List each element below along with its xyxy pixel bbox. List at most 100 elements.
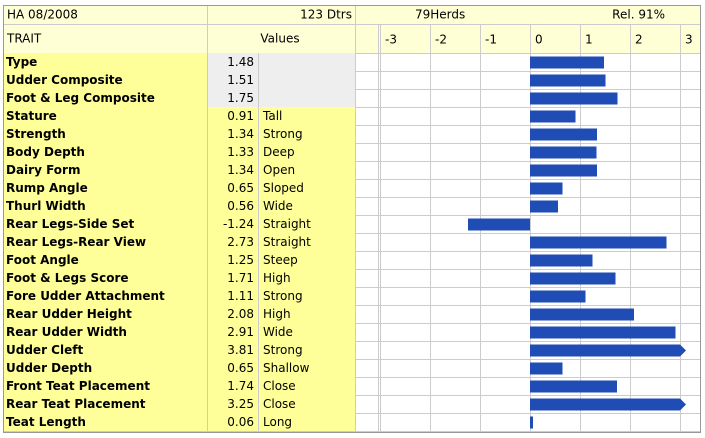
bar (530, 308, 634, 321)
reliability: Rel. 91% (612, 8, 665, 22)
trait-label: Dairy Form (6, 163, 80, 177)
trait-cell (4, 161, 207, 179)
value-cell (207, 53, 258, 71)
value-header: Values (260, 32, 299, 46)
value-label: 1.33 (227, 145, 254, 159)
bar (530, 254, 593, 267)
bar (530, 56, 604, 69)
trait-cell (4, 89, 207, 107)
trait-cell (4, 125, 207, 143)
trait-label: Thurl Width (6, 199, 86, 213)
descriptor-cell (258, 71, 355, 89)
value-label: 1.51 (227, 73, 254, 87)
descriptor-cell (258, 89, 355, 107)
trait-label: Foot & Leg Composite (6, 91, 155, 105)
descriptor-label: Sloped (263, 181, 304, 195)
value-label: 1.48 (227, 55, 254, 69)
value-label: 1.75 (227, 91, 254, 105)
descriptor-cell (258, 341, 355, 359)
descriptor-label: Long (263, 415, 292, 429)
trait-cell (4, 179, 207, 197)
value-label: 1.74 (227, 379, 254, 393)
trait-cell (4, 215, 207, 233)
herds: 79Herds (415, 8, 465, 22)
value-label: 3.81 (227, 343, 254, 357)
trait-label: Teat Length (6, 415, 86, 429)
x-tick-label: -3 (385, 33, 397, 47)
trait-cell (4, 341, 207, 359)
value-cell (207, 89, 258, 107)
trait-label: Rear Udder Width (6, 325, 127, 339)
value-label: 0.65 (227, 361, 254, 375)
header-bg (4, 6, 700, 53)
descriptor-label: Wide (263, 199, 293, 213)
trait-cell (4, 197, 207, 215)
trait-cell (4, 251, 207, 269)
value-label: 3.25 (227, 397, 254, 411)
x-tick-label: 3 (685, 33, 693, 47)
trait-cell (4, 143, 207, 161)
value-cell (207, 395, 258, 413)
value-cell (207, 197, 258, 215)
overflow-arrow (680, 398, 686, 411)
descriptor-cell (258, 143, 355, 161)
descriptor-cell (258, 161, 355, 179)
value-cell (207, 143, 258, 161)
bar (530, 272, 616, 285)
bar (530, 290, 586, 303)
descriptor-cell (258, 287, 355, 305)
bar (530, 326, 676, 339)
trait-cell (4, 305, 207, 323)
descriptor-cell (258, 179, 355, 197)
descriptor-cell (258, 215, 355, 233)
value-label: 0.06 (227, 415, 254, 429)
trait-label: Rear Teat Placement (6, 397, 146, 411)
descriptor-cell (258, 413, 355, 431)
x-tick-label: -1 (485, 33, 497, 47)
bar (530, 398, 680, 411)
descriptor-label: Close (263, 379, 296, 393)
bar (530, 362, 563, 375)
descriptor-cell (258, 107, 355, 125)
bar (530, 146, 597, 159)
trait-cell (4, 233, 207, 251)
value-label: 1.34 (227, 163, 254, 177)
value-cell (207, 341, 258, 359)
trait-label: Rear Udder Height (6, 307, 132, 321)
descriptor-cell (258, 377, 355, 395)
bar (530, 92, 618, 105)
trait-label: Front Teat Placement (6, 379, 150, 393)
value-cell (207, 305, 258, 323)
value-label: 2.91 (227, 325, 254, 339)
descriptor-label: Tall (262, 109, 282, 123)
descriptor-label: Strong (263, 289, 303, 303)
bar (530, 110, 576, 123)
descriptor-cell (258, 305, 355, 323)
trait-label: Type (6, 55, 37, 69)
value-cell (207, 323, 258, 341)
trait-cell (4, 395, 207, 413)
bar (468, 218, 530, 231)
x-tick-label: 0 (535, 33, 543, 47)
value-cell (207, 233, 258, 251)
descriptor-label: Shallow (263, 361, 310, 375)
value-cell (207, 269, 258, 287)
descriptor-label: Strong (263, 343, 303, 357)
trait-label: Udder Cleft (6, 343, 83, 357)
bar (530, 236, 667, 249)
descriptor-cell (258, 197, 355, 215)
trait-cell (4, 359, 207, 377)
trait-label: Stature (6, 109, 57, 123)
trait-cell (4, 107, 207, 125)
value-label: -1.24 (223, 217, 254, 231)
value-cell (207, 413, 258, 431)
descriptor-label: Open (263, 163, 295, 177)
x-tick-label: -2 (435, 33, 447, 47)
bar (530, 200, 558, 213)
bar (530, 416, 533, 429)
trait-label: Rump Angle (6, 181, 88, 195)
category-header: TRAIT (6, 32, 42, 46)
descriptor-label: Close (263, 397, 296, 411)
value-label: 0.56 (227, 199, 254, 213)
